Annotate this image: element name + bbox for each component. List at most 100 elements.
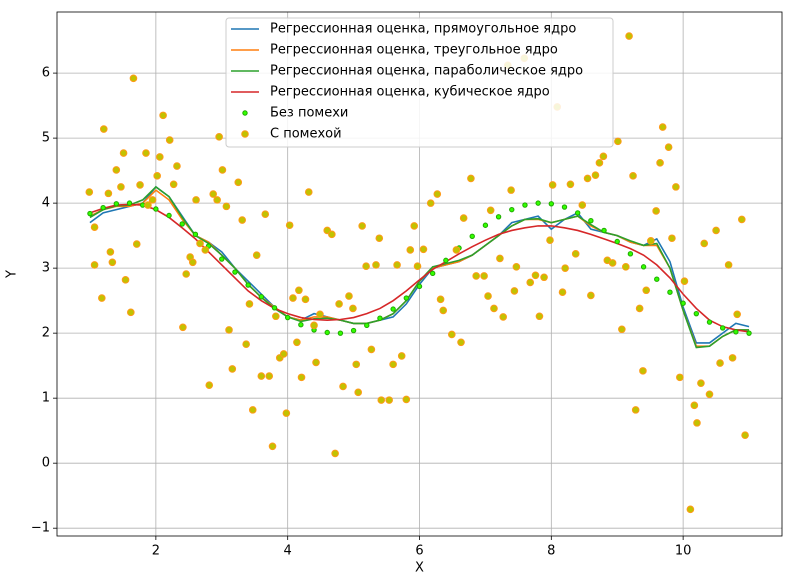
scatter-point — [595, 159, 604, 167]
scatter-point — [680, 300, 686, 306]
scatter-point — [385, 396, 393, 404]
scatter-point — [416, 283, 423, 290]
scatter-point — [587, 291, 595, 300]
scatter-point — [205, 381, 214, 389]
scatter-point — [153, 206, 159, 212]
y-tick-label: 5 — [42, 131, 50, 146]
regression-line — [89, 185, 750, 349]
scatter-point — [614, 238, 620, 245]
scatter-point — [482, 222, 489, 228]
scatter-point — [268, 442, 277, 451]
scatter-point — [126, 200, 133, 206]
scatter-point — [712, 226, 720, 235]
y-tick-label: 4 — [42, 196, 50, 211]
scatter-point — [719, 325, 726, 331]
legend-label: Регрессионная оценка, параболическое ядр… — [270, 64, 583, 79]
scatter-point — [397, 352, 406, 360]
legend-label: Регрессионная оценка, треугольное ядро — [270, 43, 558, 58]
scatter-point — [737, 215, 746, 224]
scatter-point — [618, 325, 626, 334]
scatter-point — [242, 340, 250, 349]
scatter-point — [512, 263, 521, 271]
scatter-point — [362, 262, 370, 270]
scatter-point — [614, 137, 622, 146]
scatter-point — [87, 210, 93, 217]
y-axis-label: Y — [5, 270, 20, 279]
scatter-point — [496, 254, 504, 263]
scatter-point — [345, 292, 353, 300]
scatter-point — [631, 406, 640, 414]
scatter-point — [705, 390, 714, 399]
scatter-point — [443, 257, 449, 264]
scatter-point — [546, 236, 554, 244]
legend-swatch — [241, 130, 249, 138]
scatter-point — [295, 286, 303, 295]
scatter-point — [245, 300, 254, 308]
scatter-point — [129, 74, 138, 83]
scatter-point — [403, 295, 410, 301]
scatter-point — [358, 222, 366, 230]
scatter-point — [571, 250, 580, 258]
scatter-point — [733, 329, 739, 335]
scatter-point — [647, 237, 655, 245]
y-tick-label: 1 — [42, 391, 50, 406]
scatter-point — [156, 153, 164, 161]
scatter-point — [410, 222, 419, 230]
scatter-point — [335, 300, 343, 308]
y-tick-label: 6 — [42, 66, 50, 81]
x-tick-label: 4 — [284, 544, 292, 559]
scatter-point — [672, 183, 680, 191]
scatter-point — [658, 123, 667, 131]
x-tick-label: 2 — [152, 544, 160, 559]
scatter-point — [98, 294, 106, 302]
scatter-point — [433, 190, 442, 198]
scatter-point — [733, 310, 741, 319]
scatter-point — [535, 200, 541, 206]
scatter-point — [728, 354, 737, 362]
scatter-point — [232, 269, 238, 275]
scatter-point — [265, 372, 274, 380]
scatter-point — [601, 227, 607, 234]
scatter-point — [591, 171, 600, 179]
scatter-point — [548, 201, 555, 207]
scatter-point — [377, 396, 386, 404]
scatter-point — [316, 310, 324, 319]
y-tick-label: −1 — [31, 521, 50, 536]
scatter-point — [697, 379, 705, 388]
scatter-point — [495, 214, 502, 220]
scatter-point — [192, 231, 199, 238]
legend-label: Без помехи — [270, 106, 348, 121]
scatter-point — [724, 261, 733, 269]
scatter-point — [627, 251, 634, 257]
scatter-point — [367, 345, 376, 354]
scatter-point — [540, 273, 548, 282]
scatter-point — [272, 312, 280, 321]
scatter-point — [324, 329, 330, 336]
scatter-point — [337, 330, 344, 336]
scatter-point — [625, 32, 633, 40]
scatter-point — [142, 149, 150, 157]
scatter-point — [667, 289, 673, 295]
scatter-point — [654, 276, 660, 282]
scatter-point — [350, 327, 357, 334]
scatter-point — [507, 186, 515, 194]
scatter-point — [148, 196, 157, 204]
scatter-point — [390, 306, 396, 312]
scatter-point — [690, 401, 699, 410]
scatter-point — [693, 310, 700, 317]
scatter-point — [447, 330, 456, 339]
scatter-point — [228, 365, 237, 373]
scatter-point — [99, 125, 108, 133]
y-tick-label: 3 — [42, 261, 50, 276]
scatter-point — [393, 261, 401, 269]
scatter-point — [642, 286, 651, 295]
scatter-point — [608, 259, 617, 267]
scatter-point — [222, 202, 231, 211]
scatter-point — [635, 304, 644, 313]
scatter-point — [166, 212, 172, 219]
scatter-point — [312, 358, 320, 367]
scatter-point — [746, 330, 752, 336]
scatter-point — [119, 149, 128, 157]
scatter-point — [196, 239, 204, 248]
scatter-point — [700, 239, 709, 248]
